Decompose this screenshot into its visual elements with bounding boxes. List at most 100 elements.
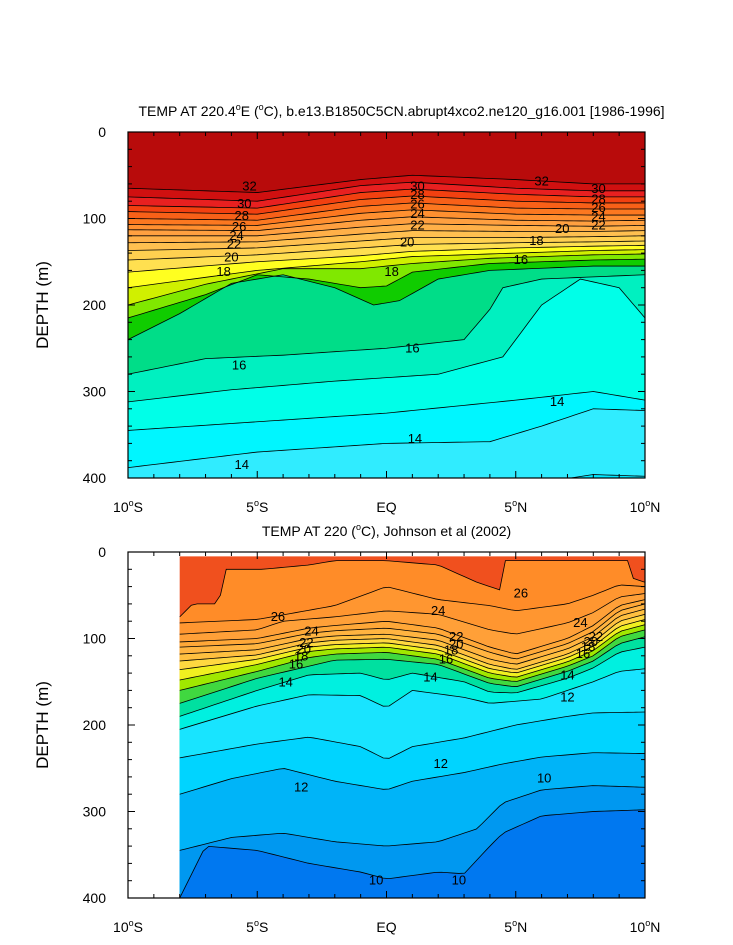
contour-label-24: 24 — [304, 624, 318, 639]
x-tick-label: 5oS — [246, 918, 268, 935]
x-tick-label: EQ — [376, 499, 396, 515]
contour-line-14 — [128, 391, 645, 431]
x-tick-label: 5oN — [504, 918, 527, 935]
contour-line-12 — [179, 711, 645, 759]
contour-label-18: 18 — [384, 264, 398, 279]
contour-line-20 — [179, 608, 645, 665]
contour-label-16: 16 — [439, 651, 453, 666]
contour-line-19 — [179, 613, 645, 670]
contour-label-14: 14 — [408, 431, 422, 446]
chart-title: TEMP AT 220.4oE (oC), b.e13.B1850C5CN.ab… — [138, 102, 664, 119]
contour-line-13 — [179, 668, 645, 730]
contour-label-22: 22 — [449, 629, 463, 644]
contour-label-24: 24 — [229, 228, 243, 243]
contour-label-28: 28 — [235, 208, 249, 223]
contour-label-12: 12 — [560, 689, 574, 704]
contour-line-25 — [179, 584, 645, 624]
x-tick-label: 5oS — [246, 498, 268, 515]
contour-line-25 — [128, 223, 645, 237]
contour-label-22: 22 — [591, 217, 605, 232]
contour-label-20: 20 — [449, 637, 463, 652]
contour-label-30: 30 — [237, 196, 251, 211]
contour-label-14: 14 — [235, 457, 249, 472]
contour-line-13 — [128, 408, 645, 469]
contour-label-24: 24 — [431, 603, 445, 618]
contour-line-22 — [128, 240, 645, 261]
contour-line-24 — [128, 230, 645, 244]
contour-label-20: 20 — [583, 634, 597, 649]
contour-line-24 — [179, 593, 645, 635]
contour-label-26: 26 — [271, 609, 285, 624]
contour-label-18: 18 — [581, 639, 595, 654]
contour-line-15 — [128, 278, 645, 403]
contour-label-14: 14 — [560, 668, 574, 683]
contour-label-24: 24 — [591, 209, 605, 224]
contour-label-24: 24 — [573, 615, 587, 630]
contour-label-26: 26 — [514, 586, 528, 601]
contour-label-16: 16 — [232, 358, 246, 373]
y-tick-label: 300 — [83, 384, 107, 400]
contour-label-24: 24 — [410, 206, 424, 221]
contour-line-32 — [128, 174, 645, 193]
contour-label-20: 20 — [297, 642, 311, 657]
contour-line-31 — [128, 181, 645, 202]
panel-1: 3230282624222018302826242220183230282624… — [33, 102, 665, 515]
contour-line-27 — [128, 209, 645, 226]
contour-label-22: 22 — [410, 217, 424, 232]
contour-line-15 — [179, 636, 645, 704]
contour-line-16 — [128, 274, 645, 375]
contour-line-26 — [179, 560, 645, 618]
contour-label-18: 18 — [294, 649, 308, 664]
y-tick-label: 200 — [83, 297, 107, 313]
contour-line-17 — [128, 265, 645, 340]
y-tick-label: 400 — [83, 470, 107, 486]
contour-label-14: 14 — [550, 394, 564, 409]
contour-fills — [179, 556, 645, 898]
x-tick-label: 10oS — [113, 498, 143, 515]
contour-label-10: 10 — [369, 873, 383, 888]
contour-label-26: 26 — [232, 219, 246, 234]
y-tick-label: 0 — [98, 544, 106, 560]
contour-line-20 — [128, 249, 645, 289]
contour-fills — [128, 132, 645, 478]
x-tick-label: 10oN — [630, 498, 661, 515]
contour-label-12: 12 — [434, 756, 448, 771]
contour-lines — [128, 174, 645, 478]
contour-line-28 — [128, 202, 645, 221]
contour-line-17 — [179, 624, 645, 681]
contour-label-26: 26 — [591, 200, 605, 215]
y-axis-label: DEPTH (m) — [33, 261, 52, 349]
contour-label-16: 16 — [576, 646, 590, 661]
contour-band-9 — [179, 809, 645, 898]
contour-label-16: 16 — [289, 656, 303, 671]
contour-line-18 — [128, 258, 645, 319]
contour-line-11 — [179, 752, 645, 795]
contour-label-28: 28 — [410, 187, 424, 202]
y-tick-label: 0 — [98, 124, 106, 140]
contour-label-22: 22 — [589, 629, 603, 644]
y-tick-label: 400 — [83, 890, 107, 906]
x-tick-label: 5oN — [504, 498, 527, 515]
contour-label-20: 20 — [555, 221, 569, 236]
contour-line-21 — [179, 603, 645, 660]
axis-ticks — [127, 551, 646, 899]
contour-line-26 — [128, 216, 645, 232]
contour-line-18 — [179, 619, 645, 674]
contour-line-19 — [128, 253, 645, 306]
y-tick-label: 100 — [83, 631, 107, 647]
contour-line-21 — [128, 244, 645, 273]
contour-label-18: 18 — [216, 264, 230, 279]
contour-label-16: 16 — [405, 340, 419, 355]
y-tick-label: 100 — [83, 211, 107, 227]
contour-line-23 — [128, 235, 645, 251]
contour-label-32: 32 — [534, 173, 548, 188]
contour-label-18: 18 — [444, 643, 458, 658]
contour-line-29 — [128, 195, 645, 215]
contour-label-18: 18 — [529, 233, 543, 248]
contour-label-10: 10 — [537, 771, 551, 786]
contour-label-20: 20 — [400, 235, 414, 250]
contour-label-20: 20 — [224, 249, 238, 264]
contour-line-30 — [128, 188, 645, 209]
contour-line-14 — [179, 646, 645, 717]
